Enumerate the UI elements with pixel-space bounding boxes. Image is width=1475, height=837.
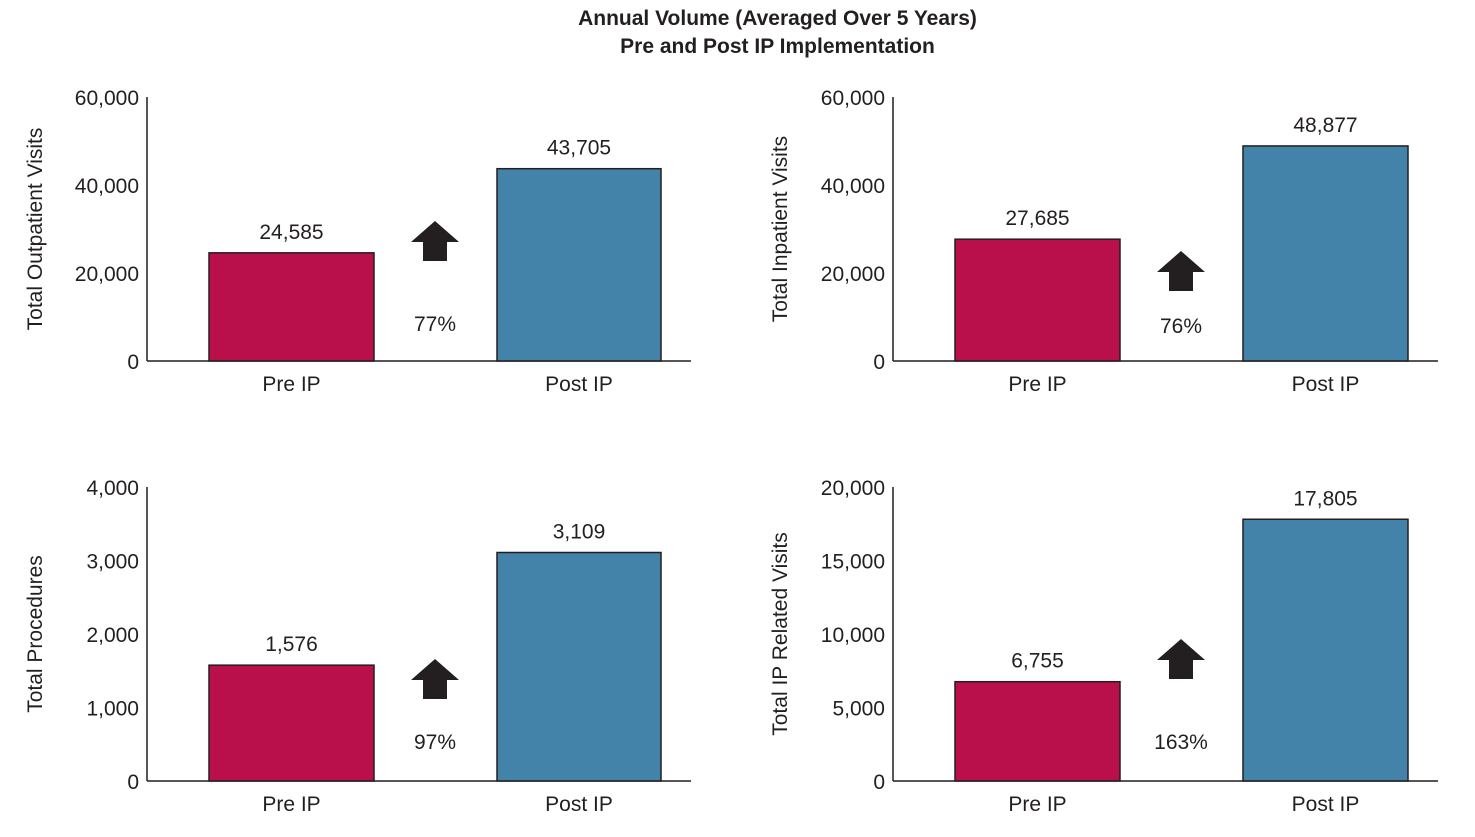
chart-2-ytick-label: 20,000 (821, 263, 885, 286)
chart-2-value-label: 48,877 (1293, 114, 1357, 137)
chart-4-category-label: Post IP (1292, 793, 1360, 816)
chart-title: Annual Volume (Averaged Over 5 Years) (578, 7, 977, 30)
chart-3-bar-post (496, 551, 662, 782)
chart-2-category-label: Post IP (1292, 373, 1360, 396)
chart-4-bar-post (1242, 518, 1409, 782)
chart-4-ytick-label: 15,000 (821, 551, 885, 574)
chart-4-ytick-label: 10,000 (821, 624, 885, 647)
chart-4-value-label: 17,805 (1293, 487, 1357, 510)
chart-1-category-label: Pre IP (262, 373, 320, 396)
chart-3-category-label: Pre IP (262, 793, 320, 816)
chart-2-up-arrow-icon (1157, 251, 1205, 291)
chart-2-ytick-label: 60,000 (821, 87, 885, 110)
chart-3-value-label: 1,576 (265, 633, 318, 656)
chart-4-value-label: 6,755 (1011, 650, 1064, 673)
chart-2-change-label: 76% (1160, 315, 1202, 338)
chart-2-bar-pre (954, 238, 1121, 362)
chart-1-category-label: Post IP (545, 373, 613, 396)
chart-4-ylabel: Total IP Related Visits (769, 532, 792, 736)
chart-4-ytick-label: 5,000 (832, 698, 885, 721)
chart-3-ytick-label: 4,000 (86, 477, 139, 500)
chart-4-category-label: Pre IP (1008, 793, 1066, 816)
chart-1-bar-pre (208, 252, 375, 362)
chart-3-ylabel: Total Procedures (24, 555, 47, 713)
chart-3-bar-pre (208, 664, 375, 782)
chart-2-category-label: Pre IP (1008, 373, 1066, 396)
chart-3-category-label: Post IP (545, 793, 613, 816)
chart-title-block: Annual Volume (Averaged Over 5 Years) Pr… (0, 5, 1475, 61)
chart-1-ytick-label: 20,000 (75, 263, 139, 286)
chart-1-bar-post (496, 167, 662, 362)
chart-1-value-label: 24,585 (259, 221, 323, 244)
chart-4-bar-pre (954, 680, 1121, 782)
chart-3-ytick-label: 0 (127, 771, 139, 794)
chart-1-change-label: 77% (414, 313, 456, 336)
chart-1-ytick-label: 40,000 (75, 175, 139, 198)
chart-3-ytick-label: 1,000 (86, 698, 139, 721)
chart-4-ytick-label: 0 (873, 771, 885, 794)
chart-2-bar-post (1242, 145, 1409, 362)
chart-3-up-arrow-icon (411, 659, 459, 699)
chart-1-ytick-label: 0 (127, 351, 139, 374)
chart-subtitle: Pre and Post IP Implementation (620, 35, 935, 58)
chart-4-ytick-label: 20,000 (821, 477, 885, 500)
chart-3-change-label: 97% (414, 731, 456, 754)
chart-1-value-label: 43,705 (547, 137, 611, 160)
chart-2-ytick-label: 40,000 (821, 175, 885, 198)
chart-3-value-label: 3,109 (553, 520, 606, 543)
chart-2-value-label: 27,685 (1005, 207, 1069, 230)
chart-3-ytick-label: 3,000 (86, 551, 139, 574)
chart-4-change-label: 163% (1154, 731, 1208, 754)
chart-3-ytick-label: 2,000 (86, 624, 139, 647)
chart-1-up-arrow-icon (411, 221, 459, 261)
chart-4-up-arrow-icon (1157, 639, 1205, 679)
chart-2-ytick-label: 0 (873, 351, 885, 374)
chart-1-ylabel: Total Outpatient Visits (24, 128, 47, 331)
chart-2-ylabel: Total Inpatient Visits (769, 136, 792, 322)
chart-1-ytick-label: 60,000 (75, 87, 139, 110)
